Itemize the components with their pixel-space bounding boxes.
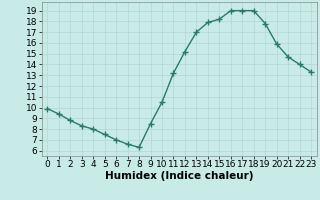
X-axis label: Humidex (Indice chaleur): Humidex (Indice chaleur)	[105, 171, 253, 181]
